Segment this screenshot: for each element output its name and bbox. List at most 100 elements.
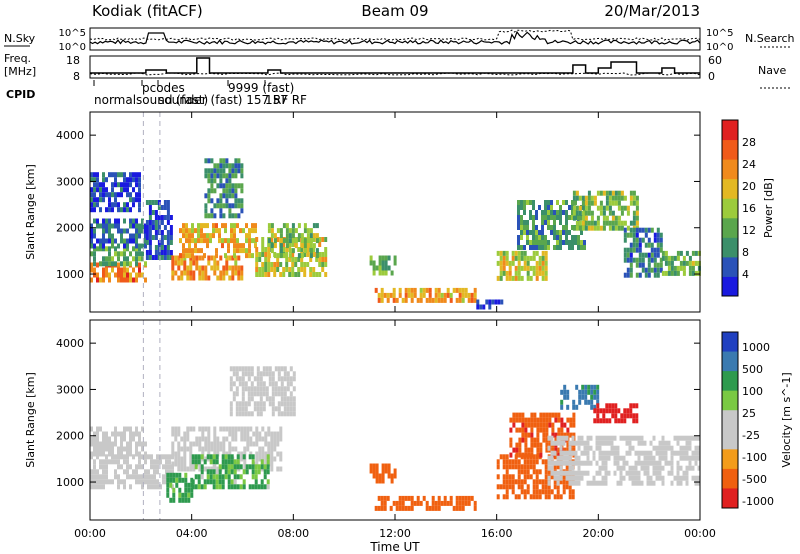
echo-cell	[559, 475, 563, 481]
echo-cell	[277, 411, 281, 417]
echo-cell	[559, 245, 562, 250]
echo-cell	[228, 168, 232, 174]
power-panel	[89, 111, 701, 313]
echo-cell	[551, 412, 555, 418]
echo-cell	[177, 431, 181, 437]
echo-cell	[539, 447, 543, 453]
echo-cell	[586, 435, 590, 441]
echo-cell	[166, 472, 170, 478]
echo-cell	[587, 399, 591, 405]
echo-cell	[213, 426, 217, 432]
echo-cell	[571, 240, 574, 245]
echo-cell	[132, 187, 135, 193]
echo-cell	[219, 193, 223, 199]
echo-cell	[266, 479, 270, 485]
echo-cell	[378, 265, 382, 271]
echo-cell	[228, 163, 232, 169]
echo-cell	[517, 255, 521, 261]
echo-cell	[248, 454, 252, 460]
echo-cell	[132, 218, 135, 224]
echo-cell	[271, 406, 275, 412]
echo-cell	[206, 479, 210, 485]
echo-cell	[392, 500, 396, 506]
echo-cell	[565, 215, 568, 220]
echo-cell	[538, 255, 542, 261]
echo-cell	[206, 233, 209, 239]
echo-cell	[252, 441, 256, 447]
echo-cell	[174, 436, 178, 442]
echo-cell	[556, 460, 560, 466]
echo-cell	[132, 436, 135, 442]
echo-cell	[248, 228, 251, 234]
echo-cell	[262, 386, 266, 392]
echo-cell	[556, 435, 560, 441]
echo-cell	[398, 292, 402, 298]
echo-cell	[117, 228, 120, 234]
echo-cell	[203, 253, 206, 259]
echo-cell	[521, 417, 525, 423]
echo-cell	[225, 265, 229, 271]
echo-cell	[209, 479, 213, 485]
echo-cell	[499, 275, 503, 281]
echo-cell	[221, 459, 225, 465]
echo-cell	[267, 223, 271, 229]
echo-cell	[306, 262, 310, 267]
echo-cell	[620, 205, 624, 211]
echo-cell	[532, 484, 536, 490]
echo-cell	[263, 484, 267, 490]
echo-cell	[532, 454, 536, 460]
echo-cell	[138, 459, 141, 465]
echo-cell	[160, 255, 164, 260]
echo-cell	[562, 230, 565, 235]
echo-cell	[685, 435, 689, 441]
velocity-colorbar-band	[722, 371, 738, 392]
echo-cell	[183, 466, 187, 472]
echo-cell	[206, 223, 209, 229]
echo-cell	[111, 261, 114, 267]
echo-cell	[550, 474, 554, 480]
echo-cell	[526, 220, 529, 225]
echo-cell	[559, 215, 562, 220]
echo-cell	[132, 172, 135, 178]
echo-cell	[234, 203, 238, 209]
echo-cell	[544, 469, 548, 475]
echo-cell	[286, 406, 290, 412]
echo-cell	[544, 240, 547, 245]
echo-cell	[216, 466, 220, 472]
echo-cell	[635, 262, 639, 268]
echo-cell	[297, 223, 301, 229]
echo-cell	[631, 445, 635, 451]
echo-cell	[219, 158, 223, 164]
echo-cell	[524, 432, 528, 438]
echo-cell	[96, 451, 99, 457]
echo-cell	[548, 412, 552, 418]
echo-cell	[171, 464, 174, 470]
echo-cell	[536, 437, 540, 443]
freq-label-1: Freq.	[4, 52, 31, 65]
echo-cell	[511, 255, 515, 261]
echo-cell	[90, 484, 93, 490]
echo-cell	[138, 256, 141, 262]
echo-cell	[123, 426, 126, 432]
echo-cell	[496, 459, 500, 465]
echo-cell	[277, 376, 281, 382]
echo-cell	[174, 270, 178, 276]
echo-cell	[229, 376, 233, 382]
echo-cell	[237, 158, 241, 164]
echo-cell	[632, 403, 636, 409]
echo-cell	[583, 440, 587, 446]
echo-cell	[105, 256, 108, 262]
echo-cell	[169, 240, 173, 245]
echo-cell	[517, 459, 521, 465]
echo-cell	[574, 450, 578, 456]
echo-cell	[443, 495, 447, 501]
echo-cell	[656, 272, 660, 278]
echo-cell	[685, 470, 689, 476]
echo-cell	[584, 215, 588, 221]
echo-cell	[530, 412, 534, 418]
echo-cell	[283, 376, 287, 382]
echo-cell	[667, 460, 671, 466]
echo-cell	[148, 240, 152, 245]
echo-cell	[273, 456, 277, 462]
echo-cell	[653, 257, 657, 263]
